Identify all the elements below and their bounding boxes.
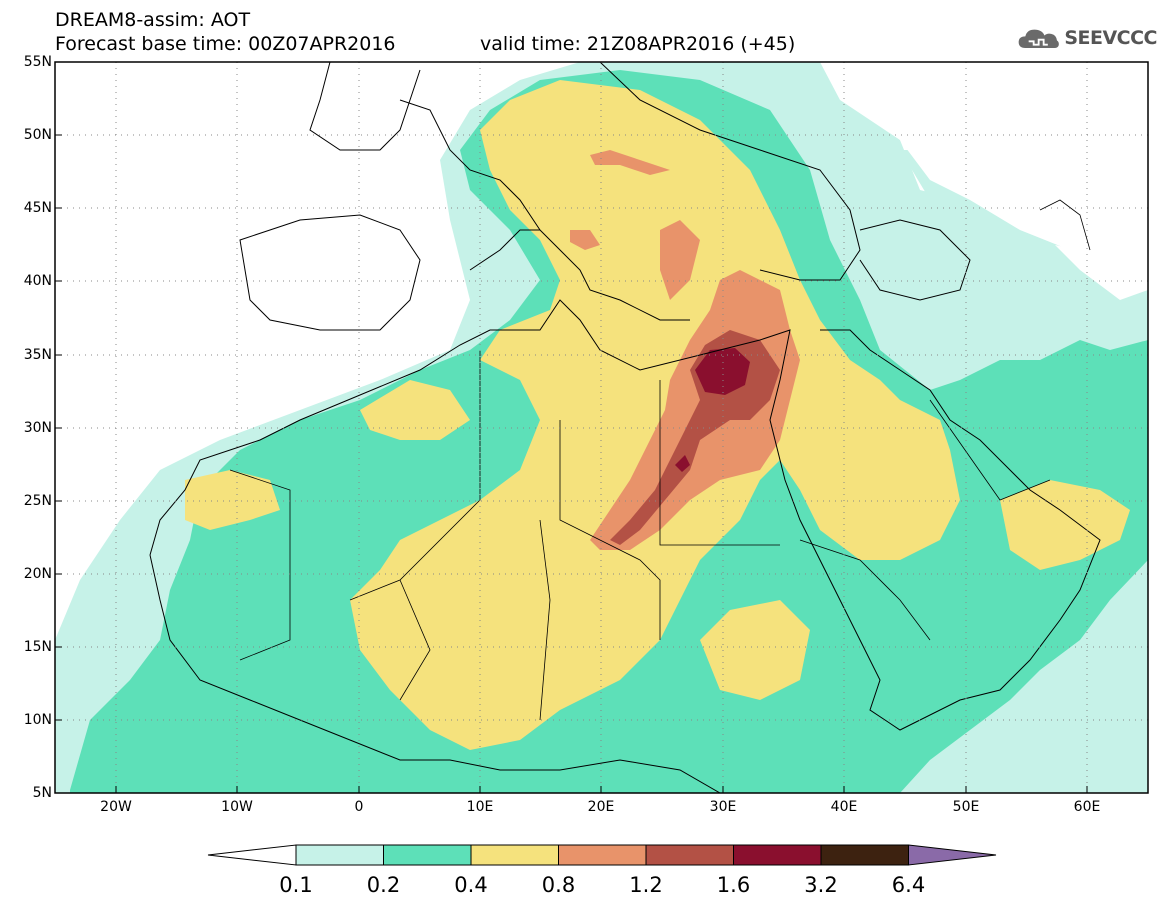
graticule <box>55 62 1148 793</box>
colorbar-label: 1.6 <box>716 873 751 897</box>
colorbar-bin-3 <box>470 844 559 866</box>
map-title: DREAM8-assim: AOT <box>55 9 251 31</box>
aot-band-1.6 <box>695 348 750 395</box>
colorbar-label: 0.2 <box>366 873 401 897</box>
lat-label: 10N <box>23 712 52 728</box>
borders <box>229 199 1091 721</box>
colorbar-bin-7 <box>820 844 909 866</box>
lon-label: 40E <box>830 799 858 815</box>
colorbar-bin-2 <box>383 844 472 866</box>
lon-label: 10E <box>466 799 494 815</box>
aot-band-0.8-carpathians <box>590 150 670 175</box>
colorbar-bin-1 <box>295 844 384 866</box>
aot-band-0.4-west <box>185 470 280 530</box>
lat-label: 25N <box>23 493 52 509</box>
colorbar-label: 0.1 <box>279 873 313 897</box>
lon-label: 20E <box>587 799 615 815</box>
logo-text: SEEVCCC <box>1064 27 1157 49</box>
lat-label: 40N <box>23 273 52 289</box>
aot-band-0.4-sahara <box>360 380 470 440</box>
lat-label: 20N <box>23 566 52 582</box>
aot-band-0.4-main <box>350 80 960 750</box>
colorbar-bin-5 <box>645 844 734 866</box>
aot-band-1.6-core <box>675 455 690 472</box>
colorbar-label: 0.4 <box>454 873 488 897</box>
lat-label: 30N <box>23 420 52 436</box>
valid-time: valid time: 21Z08APR2016 (+45) <box>480 33 796 55</box>
lat-label: 35N <box>23 347 52 363</box>
colorbar-bin-6 <box>733 844 822 866</box>
forecast-base-time: Forecast base time: 00Z07APR2016 <box>55 33 396 55</box>
lat-label: 50N <box>23 127 52 143</box>
lon-label: 20W <box>100 799 132 815</box>
lon-label: 30E <box>709 799 737 815</box>
colorbar-bin-4 <box>558 844 647 866</box>
colorbar-label: 6.4 <box>891 873 926 897</box>
colorbar-under <box>207 844 297 866</box>
colorbar-label: 0.8 <box>541 873 576 897</box>
lat-label: 45N <box>23 200 52 216</box>
lon-label: 60E <box>1073 799 1101 815</box>
colorbar <box>207 844 997 866</box>
lat-label: 5N <box>32 785 52 801</box>
lat-label: 55N <box>23 54 52 70</box>
seevccc-logo: SEEVCCC <box>1017 22 1157 54</box>
colorbar-over <box>908 844 997 866</box>
axis-ticks <box>55 61 1088 794</box>
lon-label: 50E <box>952 799 980 815</box>
aot-band-0.8-balkans <box>660 220 700 300</box>
lon-label: 0 <box>354 799 364 815</box>
cloud-icon <box>1018 29 1059 48</box>
colorbar-label: 3.2 <box>804 873 838 897</box>
aot-band-0.4-south <box>700 600 810 700</box>
lat-label: 15N <box>23 639 52 655</box>
colorbar-label: 1.2 <box>629 873 663 897</box>
clear-area-northeast <box>850 62 1148 290</box>
aot-band-0.8-adriatic <box>570 230 600 250</box>
lon-label: 10W <box>221 799 253 815</box>
